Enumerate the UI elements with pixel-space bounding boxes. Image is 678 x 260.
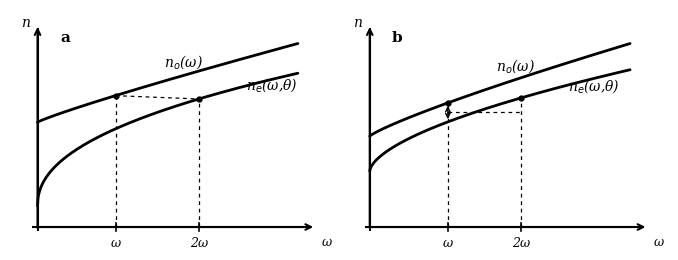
Text: n$_e$(ω,θ): n$_e$(ω,θ): [245, 77, 298, 94]
Text: n$_e$(ω,θ): n$_e$(ω,θ): [567, 77, 619, 95]
Text: ω: ω: [443, 237, 453, 250]
Text: ω: ω: [321, 236, 332, 249]
Text: n: n: [21, 16, 30, 30]
Text: ω: ω: [654, 236, 664, 249]
Text: 2ω: 2ω: [512, 237, 530, 250]
Text: 2ω: 2ω: [190, 237, 208, 250]
Text: n: n: [353, 16, 362, 30]
Text: n$_o$(ω): n$_o$(ω): [496, 57, 535, 75]
Text: a: a: [60, 31, 70, 45]
Text: b: b: [392, 31, 403, 45]
Text: ω: ω: [111, 237, 121, 250]
Text: n$_o$(ω): n$_o$(ω): [164, 53, 203, 71]
